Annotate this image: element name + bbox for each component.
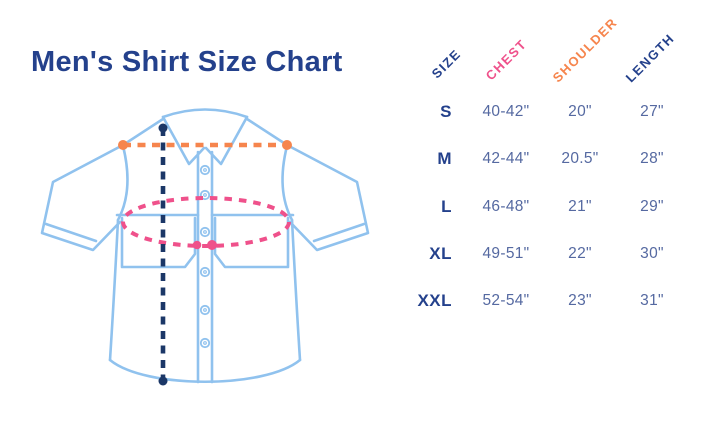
size-label: XXL: [417, 291, 452, 310]
length-value: 29": [640, 198, 664, 215]
shirt-right-sleeve: [285, 143, 370, 252]
shoulder-value: 21": [568, 198, 592, 215]
shoulder-value: 20.5": [561, 150, 599, 167]
chest-value: 46-48": [482, 198, 530, 215]
column-header-shoulder: SHOULDER: [549, 14, 621, 86]
length-measure-dot-bottom: [158, 376, 168, 386]
shirt-placket: [196, 150, 214, 384]
shirt-illustration: [40, 108, 370, 386]
length-measure-dot-top: [158, 123, 168, 133]
column-header-length: LENGTH: [622, 30, 678, 86]
length-value: 28": [640, 150, 664, 167]
size-label: M: [437, 149, 452, 168]
size-label: L: [441, 197, 452, 216]
size-label: S: [440, 102, 452, 121]
shoulder-measure-dot-left: [118, 140, 128, 150]
page-title: Men's Shirt Size Chart: [31, 46, 343, 78]
shoulder-measure-dot-right: [282, 140, 292, 150]
shoulder-value: 20": [568, 103, 592, 120]
shirt-body: [108, 144, 302, 383]
chest-value: 52-54": [482, 292, 530, 309]
chest-measure-ellipse: [121, 196, 291, 248]
length-value: 30": [640, 245, 664, 262]
column-header-chest: CHEST: [482, 36, 530, 84]
size-label: XL: [429, 244, 452, 263]
length-value: 31": [640, 292, 664, 309]
shoulder-value: 22": [568, 245, 592, 262]
chest-value: 40-42": [482, 103, 530, 120]
chest-measure-dot-right: [207, 240, 217, 250]
shirt-collar: [121, 108, 289, 166]
shirt-buttons: [199, 164, 211, 349]
chest-value: 49-51": [482, 245, 530, 262]
chest-measure-dot-left: [192, 240, 202, 250]
chest-value: 42-44": [482, 150, 530, 167]
shoulder-value: 23": [568, 292, 592, 309]
length-value: 27": [640, 103, 664, 120]
column-header-size: SIZE: [428, 46, 464, 82]
shirt-left-sleeve: [40, 143, 125, 252]
